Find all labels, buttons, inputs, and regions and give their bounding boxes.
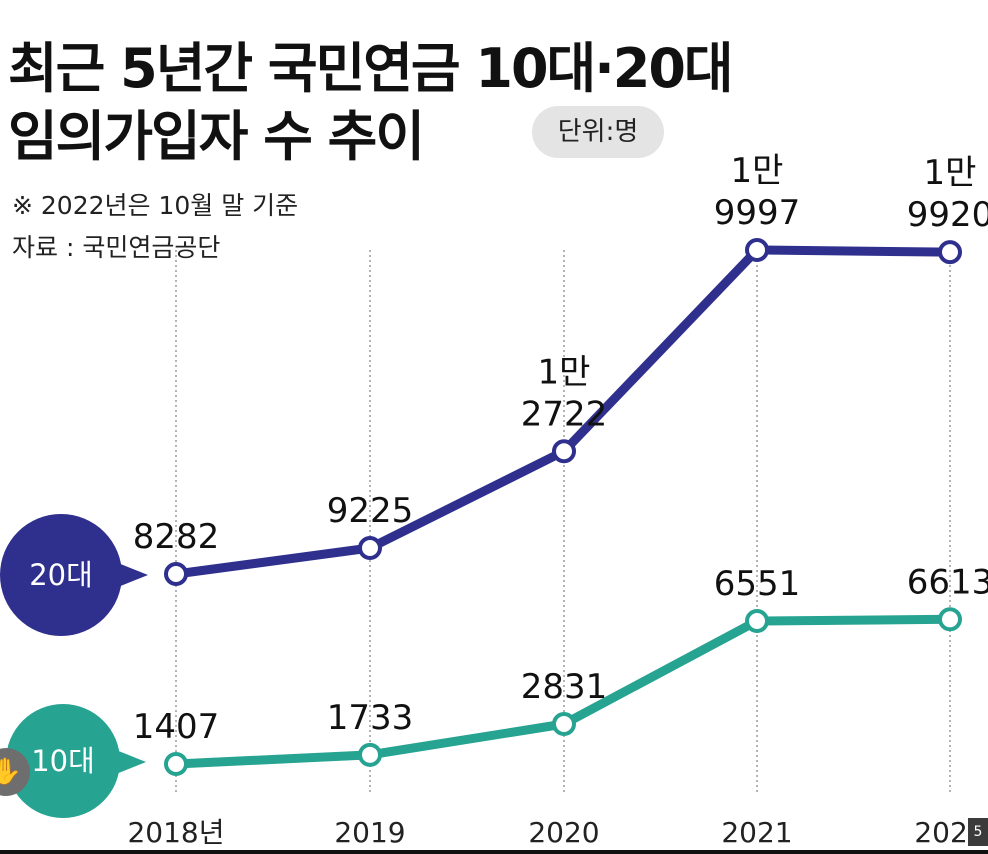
data-label-20s-2021-1: 9997 xyxy=(714,193,801,233)
data-point-20s-2018 xyxy=(164,562,188,586)
series-10s-badge-pointer xyxy=(116,750,146,774)
data-point-10s-2020 xyxy=(552,712,576,736)
data-point-10s-2022 xyxy=(938,607,962,632)
footnote-basis: ※ 2022년은 10월 말 기준 xyxy=(12,191,299,220)
data-point-20s-2021 xyxy=(745,238,769,262)
unit-badge: 단위:명 xyxy=(532,106,664,158)
data-label-20s-2022-0: 1만 xyxy=(924,153,977,193)
data-label-20s-2021-0: 1만 xyxy=(731,151,784,191)
footnote-source: 자료 : 국민연금공단 xyxy=(12,233,221,262)
data-point-10s-2018 xyxy=(164,752,188,776)
chart-title-line1: 최근 5년간 국민연금 10대·20대 xyxy=(8,37,734,100)
data-label-10s-2022-0: 6613 xyxy=(907,562,988,602)
data-label-10s-2018-0: 1407 xyxy=(133,707,220,747)
x-tick-label-1: 2019 xyxy=(334,816,405,849)
data-label-20s-2022-1: 9920 xyxy=(907,195,988,235)
series-20s-badge-pointer xyxy=(118,563,148,587)
x-tick-label-3: 2021 xyxy=(721,816,792,849)
page-marker[interactable]: 5 xyxy=(968,818,988,846)
data-point-10s-2019 xyxy=(358,742,382,767)
data-point-10s-2021 xyxy=(745,609,769,633)
chart-title-line2: 임의가입자 수 추이 xyxy=(8,105,425,168)
data-label-10s-2021-0: 6551 xyxy=(714,564,801,604)
data-label-20s-2019-0: 9225 xyxy=(327,491,414,531)
data-point-20s-2022 xyxy=(938,240,962,265)
data-point-20s-2019 xyxy=(358,536,382,560)
data-label-10s-2019-0: 1733 xyxy=(327,698,414,738)
x-tick-label-0: 2018년 xyxy=(127,816,224,849)
data-label-20s-2020-1: 2722 xyxy=(521,394,608,434)
data-point-20s-2020 xyxy=(552,439,576,464)
series-20s-badge: 20대 xyxy=(0,514,122,636)
data-label-20s-2018-0: 8282 xyxy=(133,517,220,557)
bottom-divider xyxy=(0,850,988,854)
data-label-10s-2020-0: 2831 xyxy=(521,667,608,707)
series-10s-badge: 10대 xyxy=(6,704,120,818)
x-tick-label-2: 2020 xyxy=(528,816,599,849)
data-label-20s-2020-0: 1만 xyxy=(538,352,591,392)
